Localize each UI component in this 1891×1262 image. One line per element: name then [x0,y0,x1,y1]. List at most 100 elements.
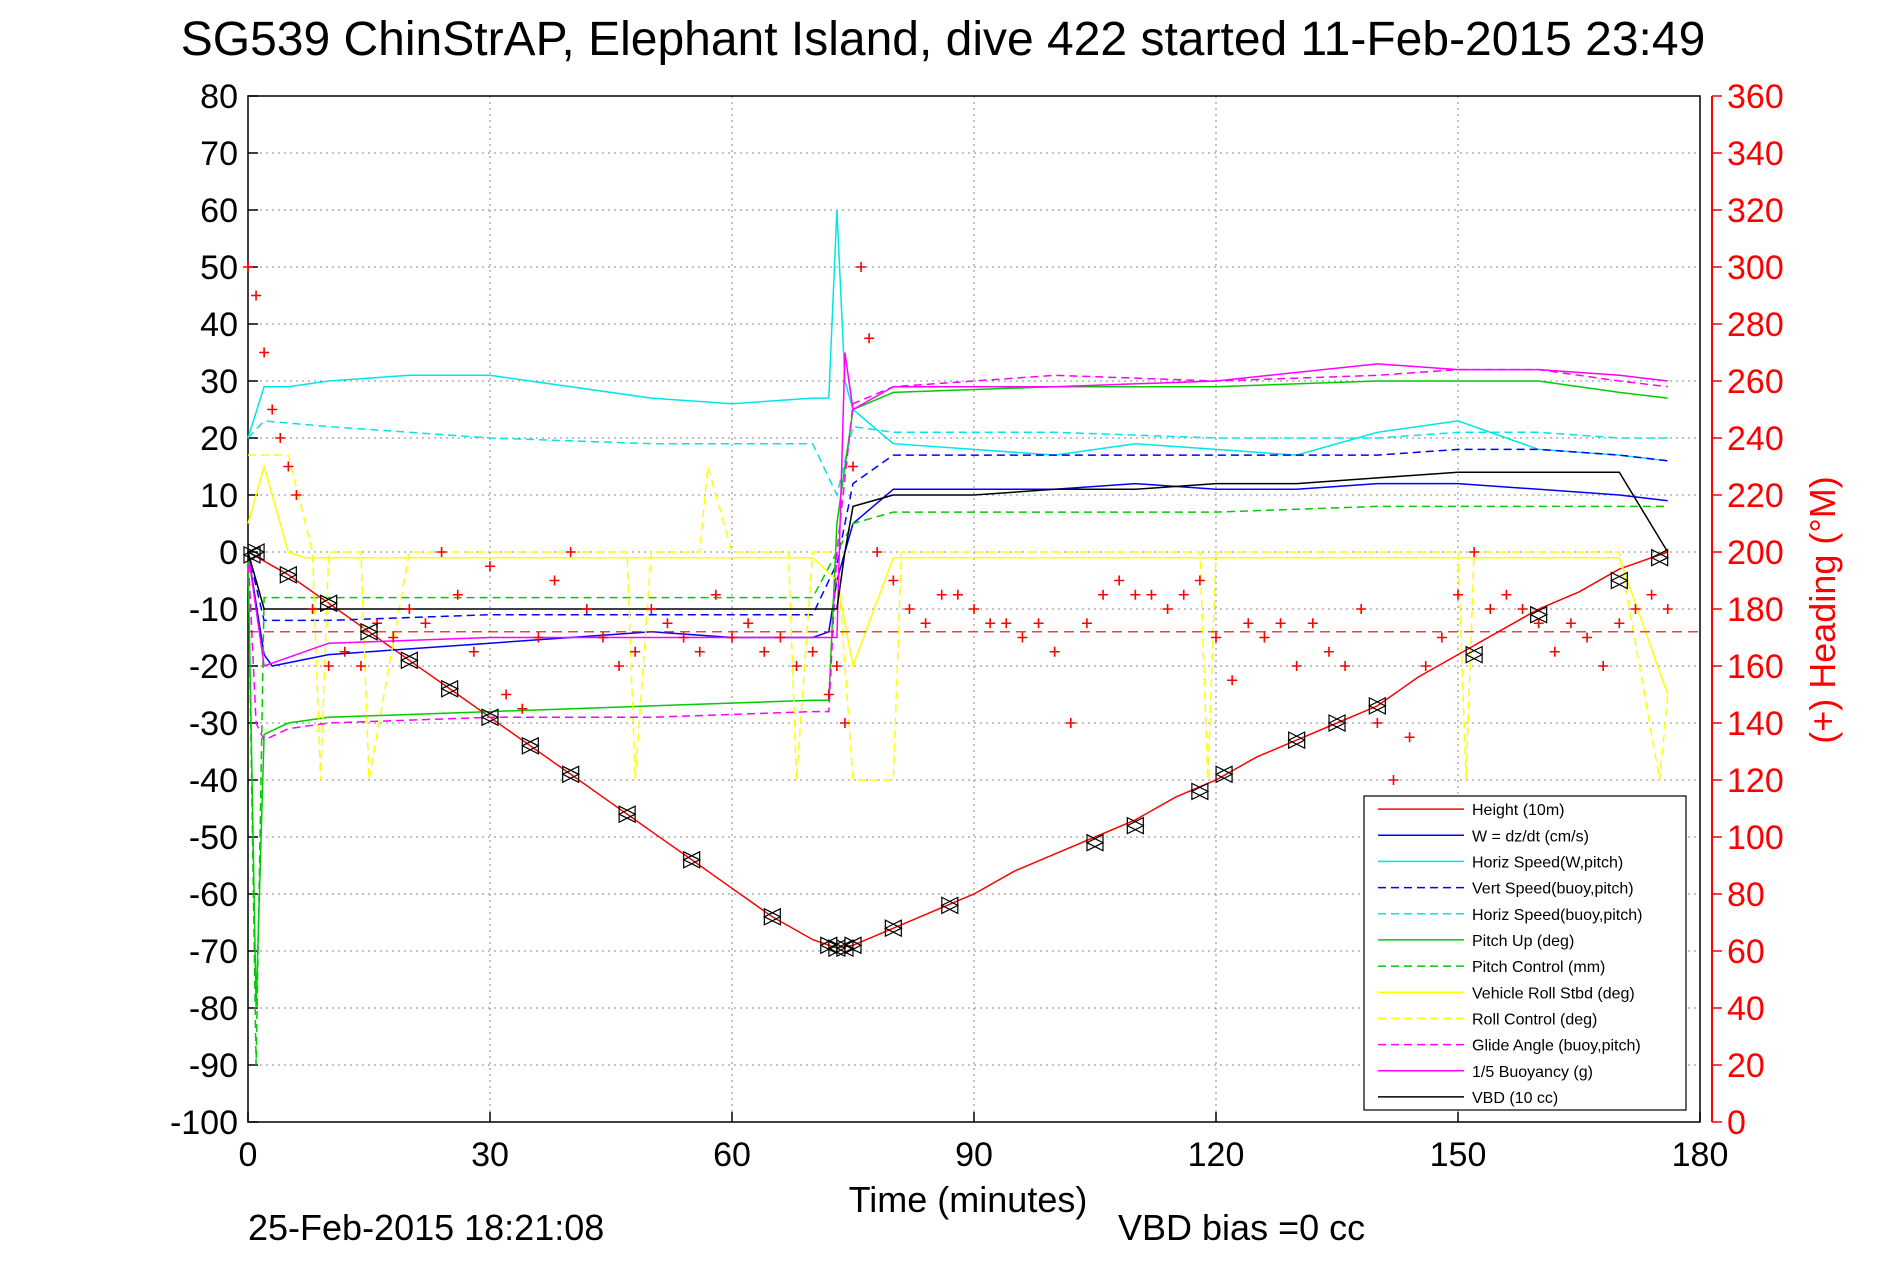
y-tick-label: 0 [219,534,238,572]
y-axis-ticks: 80 70 60 50 40 30 20 10 0 -10 -20 -30 -40 -50 -60 -70 -8… [170,78,258,1142]
series-line-10 [247,352,1668,668]
heading-point [678,632,689,643]
heading-point [1372,718,1383,728]
heading-point [1453,589,1463,600]
y-tick-label: -70 [189,933,238,971]
heading-point [1549,646,1560,657]
x-tick-label: 30 [471,1136,509,1174]
legend-label: Vehicle Roll Stbd (deg) [1472,985,1635,1002]
heading-point [1178,589,1189,600]
depth-marker [1126,816,1145,835]
y2-tick-label: 100 [1727,819,1784,857]
heading-point [501,689,512,700]
depth-marker [884,919,903,938]
y-tick-label: -10 [189,591,238,629]
heading-point [630,646,641,657]
series-line-3 [247,448,1668,622]
x-tick-label: 0 [239,1136,258,1174]
heading-point [323,661,334,671]
depth-marker [360,622,379,641]
heading-point [1517,604,1528,614]
depth-marker [1530,605,1549,624]
legend-label: Glide Angle (buoy,pitch) [1472,1038,1641,1055]
series-line-4 [247,420,1668,498]
heading-point [1469,547,1480,557]
y2-axis-ticks: 3603403203002802602402202001801601401201… [1712,78,1784,1142]
heading-point [1436,632,1447,643]
chart-title: SG539 ChinStrAP, Elephant Island, dive 4… [181,13,1706,66]
x-axis-ticks: 0 30 60 90 120 150 180 [239,1112,1729,1174]
y2-tick-label: 120 [1727,762,1784,800]
legend-label: Horiz Speed(W,pitch) [1472,854,1623,871]
heading-point [1340,661,1351,671]
heading-point [243,262,253,272]
heading-point [710,589,721,600]
heading-point [565,547,576,557]
heading-point [251,290,262,301]
x-tick-label: 180 [1672,1136,1729,1174]
depth-marker [1465,645,1484,664]
x-tick-label: 60 [713,1136,751,1174]
series-line-9 [247,368,1668,742]
heading-point [420,618,431,629]
depth-marker [400,651,419,670]
legend: Height (10m) W = dz/dt (cm/s) Horiz Speed(… [1363,795,1687,1111]
depth-marker [1368,696,1387,715]
depth-marker [320,594,339,613]
heading-point [936,589,947,600]
depth-marker [562,765,581,784]
heading-point [1146,589,1157,600]
heading-point [1614,618,1625,629]
heading-point [1404,732,1415,743]
series-line-7 [247,463,1669,695]
y2-tick-label: 180 [1727,591,1784,629]
heading-point [267,404,278,415]
heading-point [1356,604,1367,614]
heading-point [969,604,979,614]
depth-marker [1610,571,1629,590]
y2-tick-label: 320 [1727,192,1784,230]
heading-point [485,561,495,572]
legend-label: VBD (10 cc) [1472,1090,1558,1107]
heading-point [404,604,415,614]
depth-marker [1288,731,1307,750]
heading-point [549,575,560,586]
y2-tick-label: 40 [1727,990,1765,1028]
legend-label: Roll Control (deg) [1472,1011,1597,1028]
x-tick-label: 90 [955,1136,993,1174]
heading-point [1307,618,1318,629]
legend-label: Horiz Speed(buoy,pitch) [1472,907,1642,924]
series-layer [247,209,1669,1066]
y2-tick-label: 280 [1727,306,1784,344]
y2-axis-label: (+) Heading (°M) [1802,476,1843,743]
heading-point [355,661,366,671]
heading-point [646,604,657,614]
heading-point [452,589,463,600]
depth-marker [618,805,637,824]
heading-point [1098,589,1109,600]
legend-label: 1/5 Buoyancy (g) [1472,1064,1593,1081]
timestamp-label: 25-Feb-2015 18:21:08 [248,1207,604,1248]
heading-point [597,632,608,643]
heading-point [1420,661,1431,671]
heading-point [1081,618,1092,629]
heading-point [339,646,350,657]
x-axis-label: Time (minutes) [849,1179,1088,1220]
heading-point [1323,646,1334,657]
heading-point [1485,604,1496,614]
heading-point [517,703,528,714]
y-tick-label: -20 [189,648,238,686]
series-line-5 [247,380,1668,1009]
y-tick-label: -50 [189,819,238,857]
heading-point [1211,632,1221,643]
heading-markers [243,262,1700,785]
legend-label: Pitch Control (mm) [1472,959,1605,976]
legend-label: Pitch Up (deg) [1472,933,1574,950]
y-tick-label: -40 [189,762,238,800]
heading-point [1501,589,1512,600]
heading-point [1630,604,1641,614]
heading-point [775,632,786,643]
depth-marker [683,850,702,869]
heading-point [275,433,286,443]
